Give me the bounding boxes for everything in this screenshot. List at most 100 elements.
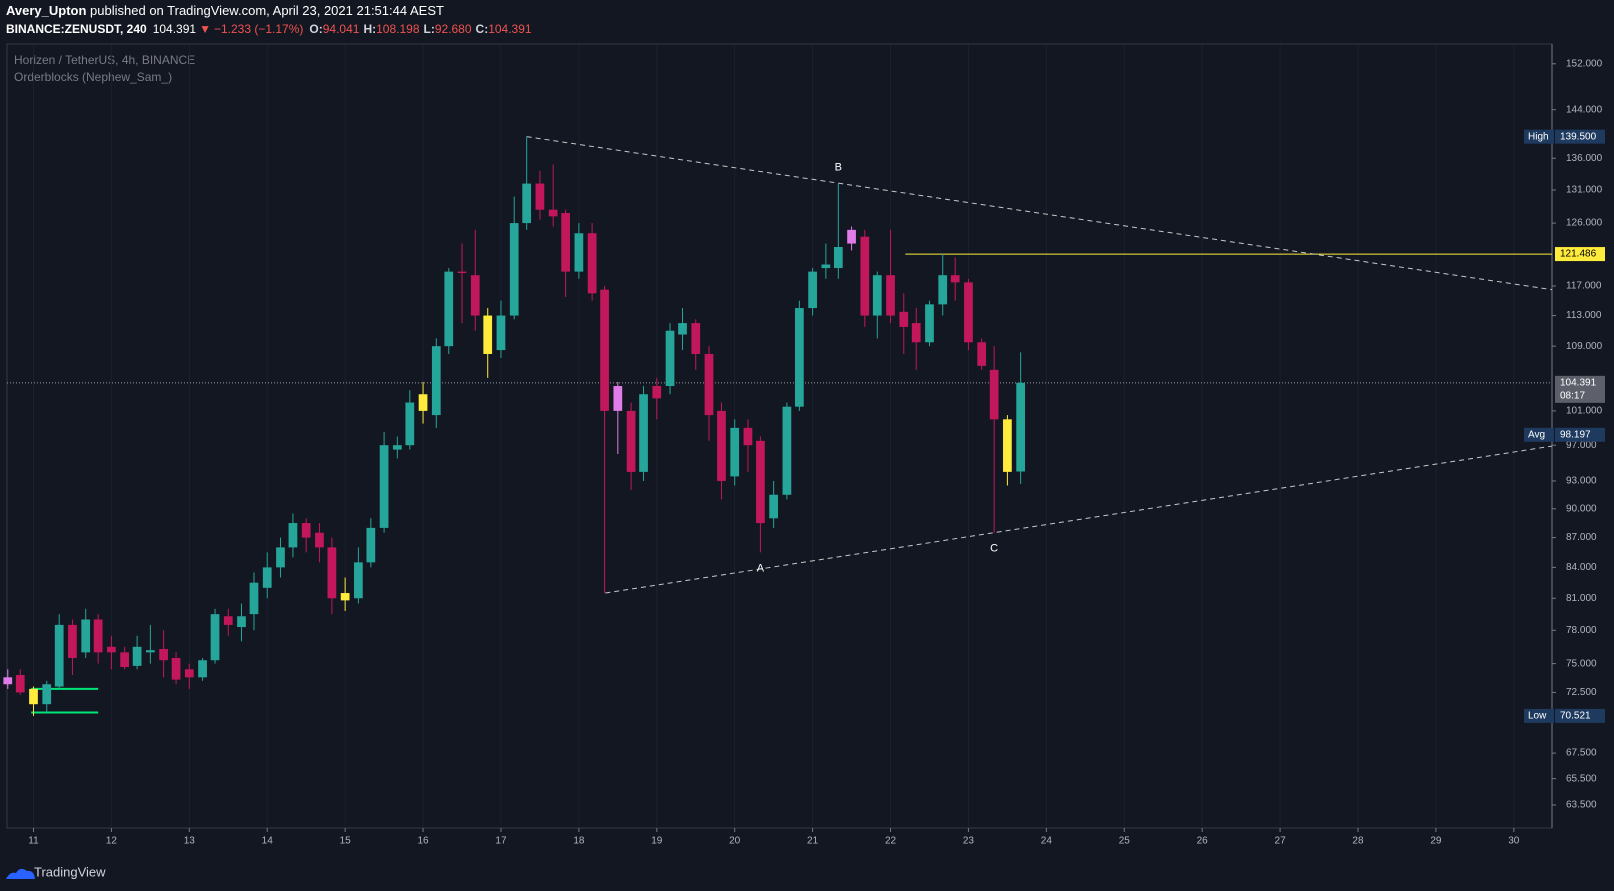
annotation: B: [835, 161, 842, 173]
x-tick-label: 25: [1119, 836, 1131, 847]
candle-body: [613, 386, 623, 411]
price-label-box: [1555, 708, 1605, 723]
candle-body: [392, 445, 402, 450]
candle-body: [821, 264, 831, 269]
ohlc-key: H:: [363, 22, 376, 36]
candle-body: [132, 646, 142, 666]
candle-body: [81, 619, 91, 653]
x-tick-label: 26: [1197, 836, 1209, 847]
x-tick-label: 14: [262, 836, 274, 847]
y-tick-label: 93.000: [1566, 476, 1597, 487]
y-tick-label: 81.000: [1566, 593, 1597, 604]
x-tick-label: 23: [963, 836, 975, 847]
candle-body: [418, 394, 428, 411]
x-tick-label: 28: [1352, 836, 1364, 847]
logo-icon: [6, 868, 35, 879]
candle-body: [288, 523, 298, 548]
candle-body: [171, 657, 181, 680]
y-tick-label: 126.000: [1566, 218, 1603, 229]
price-label-name-box: [1524, 129, 1554, 144]
candle-body: [730, 427, 740, 477]
candle-body: [276, 547, 285, 568]
published: published on TradingView.com, April 23, …: [86, 3, 444, 18]
x-tick-label: 21: [807, 836, 819, 847]
price-label-box: [1555, 427, 1605, 442]
y-tick-label: 136.000: [1566, 153, 1603, 164]
price-label-value: 98.197: [1560, 429, 1591, 440]
candle-body: [847, 229, 856, 244]
price-label-name: Low: [1528, 711, 1547, 722]
x-tick-label: 11: [28, 836, 39, 847]
x-tick-label: 24: [1041, 836, 1053, 847]
candle-body: [405, 402, 415, 446]
header-line1: Avery_Upton published on TradingView.com…: [6, 3, 444, 18]
candle-body: [42, 684, 52, 705]
candle-body: [652, 386, 662, 399]
ohlc-key: C:: [476, 22, 489, 36]
ohlc-key: O:: [309, 22, 322, 36]
candle-body: [574, 233, 584, 272]
y-tick-label: 78.000: [1566, 625, 1597, 636]
candle-body: [315, 532, 324, 548]
candle-body: [457, 271, 467, 274]
candle-body: [691, 323, 701, 354]
x-tick-label: 29: [1430, 836, 1442, 847]
candle-body: [704, 353, 714, 416]
candle-body: [899, 311, 909, 327]
price-label-name: High: [1528, 131, 1549, 142]
price-label-value: 121.486: [1560, 249, 1597, 260]
candle-body: [782, 406, 792, 495]
candle-body: [717, 410, 726, 481]
x-tick-label: 30: [1508, 836, 1520, 847]
candle-body: [795, 308, 804, 407]
candle-body: [938, 275, 948, 305]
candle-body: [872, 275, 882, 316]
candle-body: [769, 494, 779, 519]
candle-body: [1016, 382, 1026, 472]
x-tick-label: 19: [651, 836, 663, 847]
candle-body: [600, 289, 609, 411]
last-price-box: [1555, 375, 1605, 403]
candle-body: [925, 304, 934, 343]
y-tick-label: 152.000: [1566, 58, 1603, 69]
candle-body: [522, 183, 532, 224]
candle-body: [561, 213, 570, 272]
candle-body: [145, 650, 155, 653]
ohlc-value: 92.680: [435, 22, 472, 36]
candle-body: [223, 616, 233, 625]
y-tick-label: 131.000: [1566, 185, 1603, 196]
annotation: C: [990, 543, 998, 555]
candle-body: [587, 233, 597, 294]
y-tick-label: 65.500: [1566, 773, 1597, 784]
x-tick-label: 20: [729, 836, 741, 847]
candle-body: [639, 394, 648, 472]
candle-body: [1003, 419, 1012, 472]
y-tick-label: 84.000: [1566, 562, 1597, 573]
candle-body: [15, 675, 25, 693]
price-label-name: Avg: [1528, 429, 1545, 440]
candle-body: [743, 427, 753, 446]
candle-body: [808, 271, 817, 309]
candle-body: [379, 445, 389, 528]
y-tick-label: 97.000: [1566, 440, 1597, 451]
candle-body: [470, 275, 480, 316]
x-tick-label: 27: [1275, 836, 1287, 847]
x-tick-label: 15: [340, 836, 352, 847]
candle-body: [340, 593, 350, 601]
price-label-name-box: [1524, 708, 1554, 723]
logo: [6, 868, 35, 879]
candle-body: [366, 527, 376, 563]
y-tick-label: 117.000: [1566, 281, 1602, 292]
candle-body: [483, 315, 493, 354]
candle-body: [68, 624, 77, 658]
price-label-box: [1555, 247, 1605, 262]
ohlc-value: 94.041: [323, 22, 360, 36]
footer-brand: TradingView: [34, 864, 106, 879]
candle-body: [301, 523, 311, 538]
candle-body: [120, 652, 130, 668]
candle-body: [29, 688, 38, 705]
y-tick-label: 87.000: [1566, 532, 1597, 543]
symbol: BINANCE:ZENUSDT, 240: [6, 22, 147, 36]
x-tick-label: 18: [573, 836, 585, 847]
